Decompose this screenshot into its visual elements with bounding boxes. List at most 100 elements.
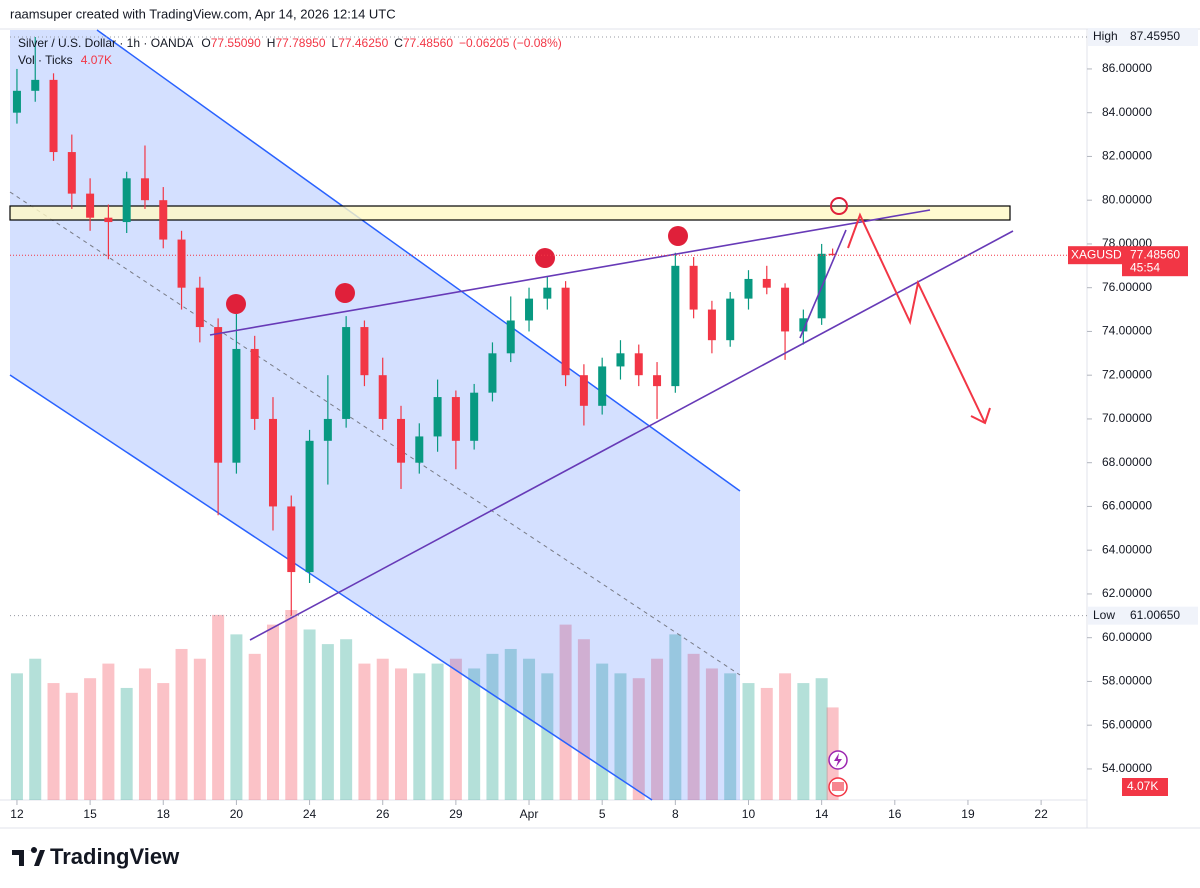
volume-bar (577, 639, 590, 800)
price-tag-name: Low (1093, 608, 1115, 622)
touch-dot (535, 248, 555, 268)
brand-name: TradingView (50, 844, 180, 869)
candle-body (415, 436, 424, 463)
volume-bar (10, 673, 23, 800)
candle-body (799, 318, 808, 332)
volume-bar (47, 683, 60, 800)
x-tick-label: Apr (520, 807, 539, 821)
y-tick-label: 76.00000 (1102, 280, 1152, 294)
candle-body (250, 348, 259, 419)
volume-layer (10, 610, 839, 800)
volume-bar (742, 683, 755, 800)
candle-body (579, 375, 588, 406)
candle-body (397, 418, 406, 463)
volume-bar (651, 658, 664, 800)
x-tick-label: 20 (230, 807, 244, 821)
price-tag-bg (1088, 28, 1198, 47)
volume-bar (815, 678, 828, 800)
volume-tag: 4.07K (1127, 779, 1158, 793)
candle-body (433, 397, 442, 437)
candle-body (488, 353, 497, 393)
y-tick-label: 56.00000 (1102, 717, 1152, 731)
candle-body (159, 200, 168, 240)
volume-bar (29, 658, 42, 800)
price-tag-bg (1088, 606, 1198, 625)
channel-upper (96, 29, 741, 492)
x-tick-label: 16 (888, 807, 902, 821)
candle-body (49, 79, 58, 153)
trend-short (799, 229, 847, 339)
y-tick-label: 62.00000 (1102, 586, 1152, 600)
channel-lower (9, 374, 653, 801)
volume-bar (760, 687, 773, 800)
event-icon-bolt (834, 753, 842, 767)
x-tick-label: 8 (672, 807, 679, 821)
x-tick-label: 26 (376, 807, 390, 821)
last-price-tag-bg (1122, 246, 1188, 277)
candle-body (67, 152, 76, 194)
y-tick-label: 84.00000 (1102, 105, 1152, 119)
wedge-lower (249, 230, 1014, 641)
channel-fill (10, 30, 740, 800)
volume-bar (138, 668, 151, 800)
touch-dot (335, 283, 355, 303)
high-label: H (267, 36, 276, 50)
brand: TradingView (12, 844, 180, 869)
candle-body (828, 253, 837, 256)
candle-body (12, 90, 21, 113)
target-circle (830, 197, 848, 215)
countdown: 45:54 (1130, 260, 1160, 274)
touch-dot (668, 226, 688, 246)
volume-bar (120, 687, 133, 800)
candle-body (671, 265, 680, 387)
volume-bar (431, 663, 444, 800)
volume-bar (413, 673, 426, 800)
candle-body (525, 298, 534, 321)
volume-bar (248, 653, 261, 800)
volume-bar (468, 668, 481, 800)
volume-bar (303, 629, 316, 800)
x-tick-label: 19 (961, 807, 975, 821)
candle-layer (12, 37, 837, 616)
volume-bar (504, 648, 517, 800)
volume-bar (797, 683, 810, 800)
candle-body (726, 298, 735, 341)
volume-bar (395, 668, 408, 800)
candle-body (470, 392, 479, 441)
candle-body (287, 506, 296, 573)
y-tick-label: 68.00000 (1102, 455, 1152, 469)
last-price-name-bg (1068, 246, 1122, 265)
volume-bar (84, 678, 97, 800)
candle-body (214, 327, 223, 463)
symbol: Silver / U.S. Dollar · 1h · OANDA (18, 36, 193, 50)
volume-bar (376, 658, 389, 800)
open-label: O (201, 36, 210, 50)
candle-body (781, 287, 790, 332)
close-label: C (394, 36, 403, 50)
drawings-top (209, 197, 1014, 797)
open-value: 77.55090 (211, 36, 261, 50)
y-tick-label: 80.00000 (1102, 192, 1152, 206)
close-value: 77.48560 (403, 36, 453, 50)
volume-header: Vol · Ticks 4.07K (18, 53, 112, 67)
volume-bar (779, 673, 792, 800)
candle-body (140, 178, 149, 201)
volume-bar (358, 663, 371, 800)
volume-bar (285, 610, 298, 800)
y-tick-label: 60.00000 (1102, 630, 1152, 644)
axes: 54.00000 56.00000 58.00000 60.00000 62.00000… (10, 28, 1198, 821)
volume-bar (212, 614, 225, 800)
y-tick-label: 86.00000 (1102, 61, 1152, 75)
volume-label: Vol · Ticks (18, 53, 73, 67)
volume-bar (449, 658, 462, 800)
candle-body (104, 217, 113, 223)
price-tag-value: 61.00650 (1130, 608, 1180, 622)
high-value: 77.78950 (275, 36, 325, 50)
candle-body (707, 309, 716, 341)
x-tick-label: 5 (599, 807, 606, 821)
last-price-name: XAGUSD (1071, 247, 1122, 261)
volume-bar (266, 624, 279, 800)
x-tick-label: 14 (815, 807, 829, 821)
price-tag-name: High (1093, 29, 1118, 43)
